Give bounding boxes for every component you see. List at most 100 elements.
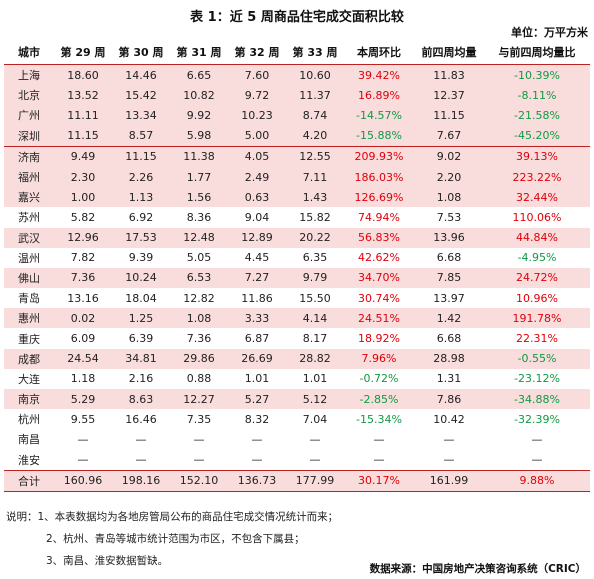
cell-city: 济南 — [4, 145, 54, 167]
cell-w30: 8.57 — [112, 125, 170, 147]
unit-label: 单位：万平方米 — [511, 26, 588, 39]
cell-w31: 5.98 — [170, 125, 228, 147]
cell-w32: 5.00 — [228, 125, 286, 147]
cell-w33: 10.60 — [286, 64, 344, 86]
table-row: 成都 24.54 34.81 29.86 26.69 28.82 7.96% 28.98 -0.… — [4, 348, 590, 369]
cell-w33: 15.82 — [286, 207, 344, 228]
cell-w30: 10.24 — [112, 267, 170, 289]
cell-wow: -14.57% — [344, 105, 414, 126]
cell-avg4: 7.86 — [414, 389, 484, 410]
cell-w30: 16.46 — [112, 409, 170, 430]
header-vs-avg: 与前四周均量比 — [484, 40, 590, 65]
cell-w31: 7.35 — [170, 409, 228, 430]
cell-w33: 20.22 — [286, 227, 344, 248]
cell-w30: 11.15 — [112, 145, 170, 167]
total-w30: 198.16 — [112, 469, 170, 492]
cell-wow: — — [344, 429, 414, 450]
cell-w29: 1.18 — [54, 368, 112, 389]
cell-city: 南京 — [4, 389, 54, 410]
cell-w29: 11.15 — [54, 125, 112, 147]
cell-w33: — — [286, 429, 344, 450]
cell-w32: 12.89 — [228, 227, 286, 248]
cell-wow: 42.62% — [344, 247, 414, 268]
cell-w30: 18.04 — [112, 288, 170, 309]
cell-w30: 6.92 — [112, 207, 170, 228]
cell-wow: 34.70% — [344, 267, 414, 289]
table-row: 北京 13.52 15.42 10.82 9.72 11.37 16.89% 12.37 -8.… — [4, 85, 590, 106]
table-row: 南京 5.29 8.63 12.27 5.27 5.12 -2.85% 7.86 -34.88% — [4, 389, 590, 410]
cell-w31: 1.77 — [170, 166, 228, 188]
cell-w32: 9.04 — [228, 207, 286, 228]
cell-vsavg: -23.12% — [484, 368, 590, 389]
cell-w31: — — [170, 449, 228, 471]
note-1: 说明：1、本表数据均为各地房管局公布的商品住宅成交情况统计而来； — [6, 511, 339, 523]
table-row: 重庆 6.09 6.39 7.36 6.87 8.17 18.92% 6.68 22.31% — [4, 328, 590, 349]
cell-wow: 30.74% — [344, 288, 414, 309]
cell-wow: 39.42% — [344, 64, 414, 86]
total-w32: 136.73 — [228, 469, 286, 492]
cell-w30: 2.16 — [112, 368, 170, 389]
cell-w33: 5.12 — [286, 389, 344, 410]
table-row: 南昌 — — — — — — — — — [4, 429, 590, 450]
cell-w29: 2.30 — [54, 166, 112, 188]
cell-w29: 18.60 — [54, 64, 112, 86]
cell-w29: 11.11 — [54, 105, 112, 126]
cell-city: 福州 — [4, 166, 54, 188]
total-avg4: 161.99 — [414, 469, 484, 492]
cell-wow: -2.85% — [344, 389, 414, 410]
cell-w33: 11.37 — [286, 85, 344, 106]
cell-w30: 15.42 — [112, 85, 170, 106]
cell-w31: 12.48 — [170, 227, 228, 248]
cell-w31: 6.65 — [170, 64, 228, 86]
note-2: 2、杭州、青岛等城市统计范围为市区，不包含下属县； — [46, 533, 305, 545]
cell-w32: 5.27 — [228, 389, 286, 410]
cell-avg4: 1.08 — [414, 187, 484, 208]
cell-city: 佛山 — [4, 267, 54, 289]
cell-avg4: 13.96 — [414, 227, 484, 248]
cell-avg4: 10.42 — [414, 409, 484, 430]
cell-w30: 9.39 — [112, 247, 170, 268]
cell-w30: 1.25 — [112, 308, 170, 329]
table-row: 温州 7.82 9.39 5.05 4.45 6.35 42.62% 6.68 -4.95% — [4, 247, 590, 268]
cell-vsavg: 22.31% — [484, 328, 590, 349]
cell-vsavg: 24.72% — [484, 267, 590, 289]
cell-vsavg: -0.55% — [484, 348, 590, 369]
cell-w32: 9.72 — [228, 85, 286, 106]
table-row: 武汉 12.96 17.53 12.48 12.89 20.22 56.83% 13.96 44… — [4, 227, 590, 248]
cell-w33: 12.55 — [286, 145, 344, 167]
table-row: 惠州 0.02 1.25 1.08 3.33 4.14 24.51% 1.42 191.78% — [4, 308, 590, 329]
cell-city: 淮安 — [4, 449, 54, 471]
cell-w32: 3.33 — [228, 308, 286, 329]
header-city: 城市 — [4, 40, 54, 65]
cell-w33: 15.50 — [286, 288, 344, 309]
cell-city: 上海 — [4, 64, 54, 86]
cell-wow: 24.51% — [344, 308, 414, 329]
cell-vsavg: 110.06% — [484, 207, 590, 228]
cell-w33: 7.11 — [286, 166, 344, 188]
table-row: 淮安 — — — — — — — — — [4, 449, 590, 471]
cell-w31: 10.82 — [170, 85, 228, 106]
cell-w32: 6.87 — [228, 328, 286, 349]
table-row: 嘉兴 1.00 1.13 1.56 0.63 1.43 126.69% 1.08 32.44% — [4, 187, 590, 208]
cell-w31: 0.88 — [170, 368, 228, 389]
cell-w33: 9.79 — [286, 267, 344, 289]
cell-city: 温州 — [4, 247, 54, 268]
cell-wow: -0.72% — [344, 368, 414, 389]
cell-w32: 8.32 — [228, 409, 286, 430]
cell-avg4: 28.98 — [414, 348, 484, 369]
cell-w30: — — [112, 429, 170, 450]
header-week31: 第 31 周 — [170, 40, 228, 65]
total-w31: 152.10 — [170, 469, 228, 492]
total-city: 合计 — [4, 469, 54, 492]
cell-avg4: 11.15 — [414, 105, 484, 126]
table-title: 表 1：近 5 周商品住宅成交面积比较 — [190, 10, 404, 25]
cell-city: 惠州 — [4, 308, 54, 329]
cell-w33: 28.82 — [286, 348, 344, 369]
cell-w33: 7.04 — [286, 409, 344, 430]
cell-w31: 11.38 — [170, 145, 228, 167]
cell-w33: 1.43 — [286, 187, 344, 208]
header-row: 城市 第 29 周 第 30 周 第 31 周 第 32 周 第 33 周 本周… — [4, 40, 590, 65]
cell-w32: 4.45 — [228, 247, 286, 268]
cell-w29: 6.09 — [54, 328, 112, 349]
cell-w33: 8.74 — [286, 105, 344, 126]
